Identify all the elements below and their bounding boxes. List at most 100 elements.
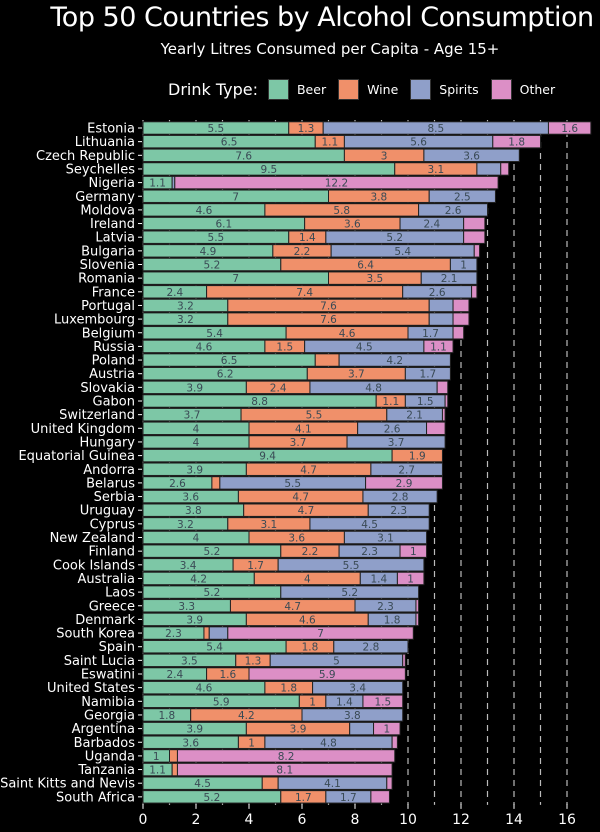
data-label: 1.5: [417, 396, 434, 408]
country-label: South Korea: [56, 627, 135, 642]
bar-segment-spirits: [423, 148, 520, 163]
data-label: 1.3: [298, 123, 315, 135]
data-label: 3.1: [377, 533, 394, 545]
data-label: 7: [317, 628, 324, 640]
data-label: 4.5: [356, 341, 373, 353]
data-label: 4.7: [300, 464, 317, 476]
x-tick-label: 8: [351, 812, 360, 828]
bar-segment-wine: [314, 353, 340, 367]
data-label: 1.4: [370, 573, 387, 585]
x-tick-label: 0: [139, 812, 148, 828]
data-label: 3.4: [349, 683, 366, 695]
bar-segment-other: [176, 762, 393, 777]
country-label: Laos: [105, 586, 135, 601]
country-label: Cook Islands: [53, 558, 135, 573]
data-label: 1.1: [382, 396, 399, 408]
country-label: Greece: [89, 599, 135, 614]
data-label: 2.2: [294, 246, 311, 258]
data-label: 3.9: [186, 464, 203, 476]
data-label: 4.1: [295, 423, 312, 435]
data-label: 1.8: [158, 710, 175, 722]
bar-segment-spirits: [312, 680, 404, 695]
data-label: 3.1: [427, 164, 444, 176]
bar-segment-other: [362, 694, 404, 708]
country-label: Finland: [89, 545, 135, 560]
bar-segment-other: [463, 230, 486, 244]
country-label: Germany: [75, 190, 135, 205]
country-label: Poland: [92, 354, 135, 369]
data-label: 5.5: [208, 232, 225, 244]
country-label: Czech Republic: [36, 149, 135, 164]
data-label: 1.7: [340, 792, 357, 804]
country-label: Belgium: [82, 326, 135, 341]
country-label: Gabon: [93, 395, 136, 410]
data-label: 3.8: [344, 710, 361, 722]
x-tick-label: 16: [558, 812, 576, 828]
data-label: 2.1: [441, 273, 458, 285]
data-label: 5.9: [213, 696, 230, 708]
data-label: 1: [309, 696, 316, 708]
data-label: 3.6: [182, 492, 199, 504]
bar-segment-other: [399, 544, 428, 558]
data-label: 2.6: [169, 478, 186, 490]
legend-swatch-spirits: [410, 78, 432, 100]
bar-segment-spirits: [309, 517, 430, 531]
data-label: 2.4: [166, 669, 183, 681]
data-label: 3.4: [180, 560, 197, 572]
data-label: 3.8: [370, 191, 387, 203]
data-label: 6.1: [215, 219, 232, 231]
data-label: 3.6: [288, 533, 305, 545]
country-label: South Africa: [56, 790, 135, 805]
data-label: 5.4: [394, 246, 411, 258]
data-label: 1.7: [247, 560, 264, 572]
bar-segment-other: [402, 653, 406, 668]
data-label: 2.3: [377, 601, 394, 613]
data-label: 1: [410, 546, 417, 558]
data-label: 2.4: [270, 382, 287, 394]
data-label: 9.5: [261, 164, 278, 176]
bar-segment-spirits: [476, 162, 502, 176]
bar-segment-other: [365, 476, 443, 490]
data-label: 1.4: [299, 232, 316, 244]
bar-segment-spirits: [370, 462, 443, 476]
data-label: 1.7: [295, 792, 312, 804]
x-tick-label: 12: [452, 812, 470, 828]
bar-segment-other: [436, 380, 449, 395]
chart-subtitle: Yearly Litres Consumed per Capita - Age …: [160, 40, 500, 58]
data-label: 3.5: [181, 655, 198, 667]
data-label: 4.2: [386, 355, 403, 367]
data-label: 5.2: [386, 232, 403, 244]
bar-segment-other: [452, 312, 470, 326]
country-label: Ireland: [90, 217, 135, 232]
bar-segment-spirits: [428, 298, 454, 313]
data-label: 3.9: [186, 382, 203, 394]
data-label: 1.1: [430, 341, 447, 353]
bar-segment-spirits: [420, 271, 478, 285]
country-label: Uganda: [85, 749, 135, 764]
legend-swatch-other: [490, 78, 512, 100]
data-label: 2.4: [166, 287, 183, 299]
data-label: 5.2: [204, 546, 221, 558]
bar-segment-spirits: [404, 367, 451, 381]
bar-segment-other: [415, 612, 420, 627]
bar-segment-spirits: [428, 312, 454, 326]
bar-segment-other: [473, 244, 481, 258]
country-label: Austria: [89, 367, 135, 382]
data-label: 1.1: [149, 765, 166, 777]
bar-segment-other: [492, 134, 541, 149]
bar-segment-other: [463, 216, 486, 231]
data-label: 5.5: [284, 478, 301, 490]
legend-swatch-beer: [267, 78, 289, 100]
legend-title: Drink Type:: [168, 79, 258, 99]
country-label: New Zealand: [50, 531, 135, 546]
country-label: Slovakia: [80, 381, 135, 396]
legend-swatch-wine: [338, 78, 360, 100]
data-label: 4.6: [196, 683, 213, 695]
data-label: 5.6: [410, 137, 427, 149]
country-label: Latvia: [95, 231, 135, 246]
data-label: 7.6: [320, 300, 337, 312]
data-label: 1.6: [561, 123, 578, 135]
country-label: Tanzania: [77, 763, 135, 778]
bar-segment-spirits: [343, 530, 428, 545]
data-label: 4.2: [190, 573, 207, 585]
